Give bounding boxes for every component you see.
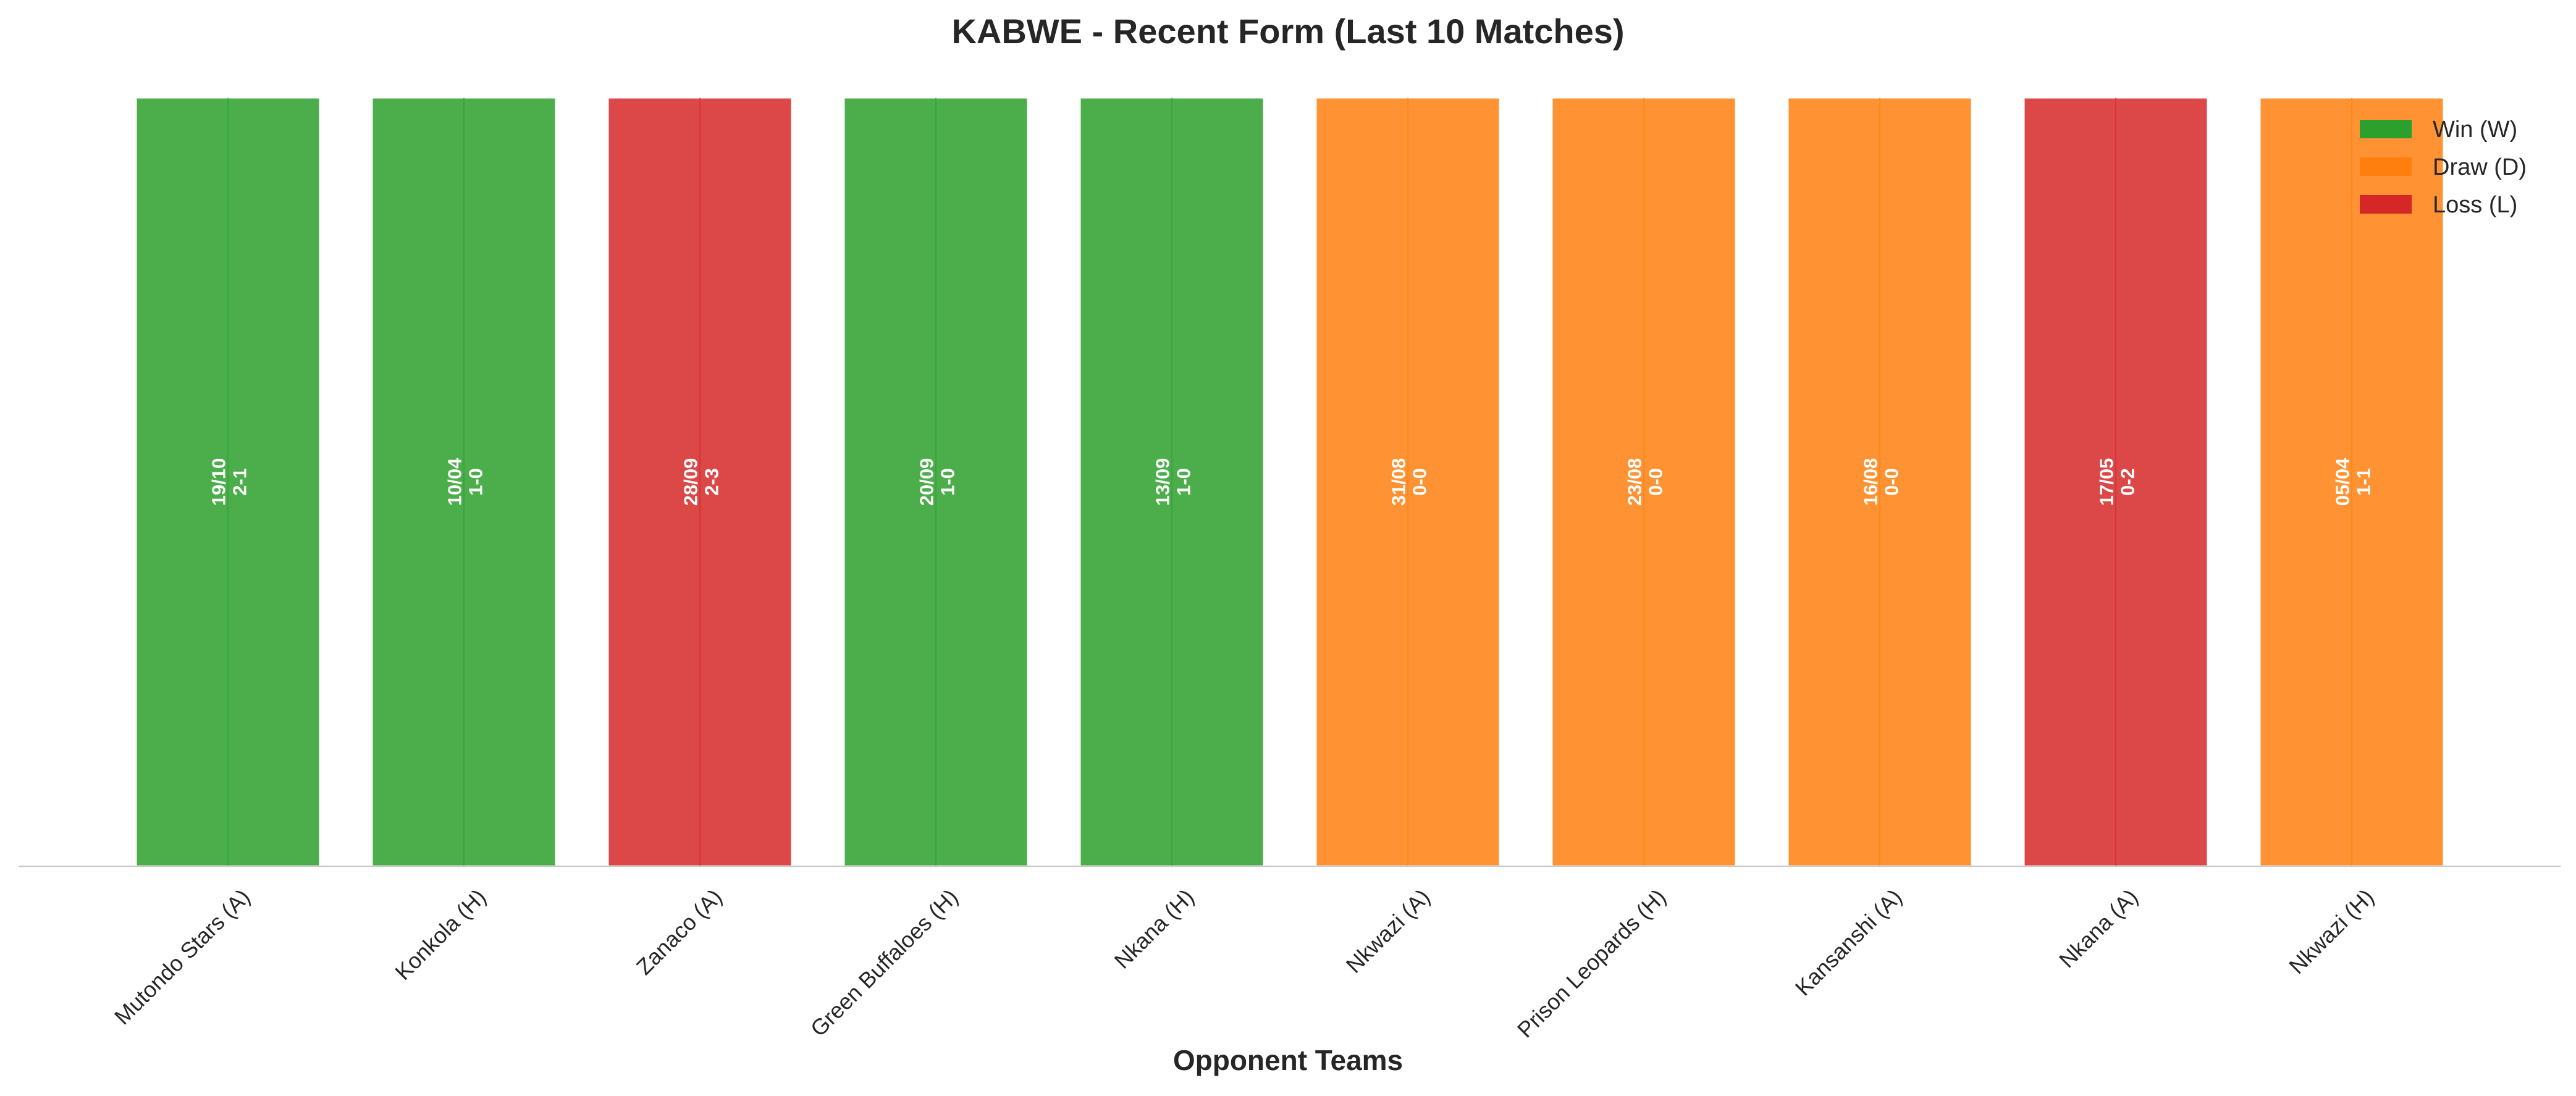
bar-data-label: 23/080-0 [1623,458,1666,506]
legend-label: Win (W) [2433,117,2517,143]
bar-group: 05/041-1 [2258,96,2445,868]
match-date: 17/05 [2095,458,2117,506]
bar-data-label: 13/091-0 [1151,458,1194,506]
legend-item: Draw (D) [2360,154,2527,180]
match-date: 31/08 [1387,458,1409,506]
chart-title: KABWE - Recent Form (Last 10 Matches) [951,12,1624,51]
bar-group: 19/102-1 [135,96,321,868]
x-axis-title: Opponent Teams [1173,1044,1403,1076]
legend: Win (W) Draw (D) Loss (L) [2360,117,2527,218]
match-score: 1-0 [1172,468,1194,496]
bar-group: 20/091-0 [843,96,1029,868]
match-score: 2-3 [701,468,722,496]
match-score: 0-2 [2116,468,2138,496]
match-date: 28/09 [680,458,701,506]
bar-group: 10/041-0 [371,96,557,868]
bar-group: 16/080-0 [1787,96,1973,868]
legend-swatch [2360,120,2412,138]
legend-swatch [2360,195,2412,214]
bar-data-label: 19/102-1 [208,458,250,506]
bar-group: 13/091-0 [1079,96,1265,868]
legend-label: Draw (D) [2433,154,2527,180]
match-date: 20/09 [915,458,937,506]
bar-data-label: 28/092-3 [680,458,722,506]
match-date: 13/09 [1151,458,1173,506]
bar-group: 28/092-3 [607,96,793,868]
match-date: 19/10 [208,458,229,506]
bar-data-label: 31/080-0 [1387,458,1430,506]
bar-data-label: 05/041-1 [2331,458,2374,506]
match-score: 2-1 [229,468,250,496]
bar-group: 17/050-2 [2022,96,2209,868]
match-score: 0-0 [1644,468,1666,496]
legend-item: Win (W) [2360,117,2517,143]
bar-data-label: 17/050-2 [2095,458,2138,506]
legend-item: Loss (L) [2360,192,2517,218]
bars-layer: 19/102-1 10/041-0 28/092-3 20/091-0 13/091-0… [135,96,2445,868]
bar-group: 31/080-0 [1315,96,1501,868]
match-date: 16/08 [1859,458,1881,506]
match-score: 1-0 [465,468,486,496]
match-date: 05/04 [2331,458,2353,506]
legend-swatch [2360,157,2412,176]
bar-data-label: 16/080-0 [1859,458,1902,506]
bar-data-label: 20/091-0 [915,458,958,506]
match-score: 0-0 [1880,468,1902,496]
match-score: 0-0 [1408,468,1430,496]
match-date: 10/04 [444,458,465,506]
bar-data-label: 10/041-0 [444,458,486,506]
bar-group: 23/080-0 [1551,96,1737,868]
match-score: 1-0 [937,468,958,496]
legend-label: Loss (L) [2433,192,2517,218]
match-score: 1-1 [2352,468,2374,496]
match-date: 23/08 [1623,458,1645,506]
